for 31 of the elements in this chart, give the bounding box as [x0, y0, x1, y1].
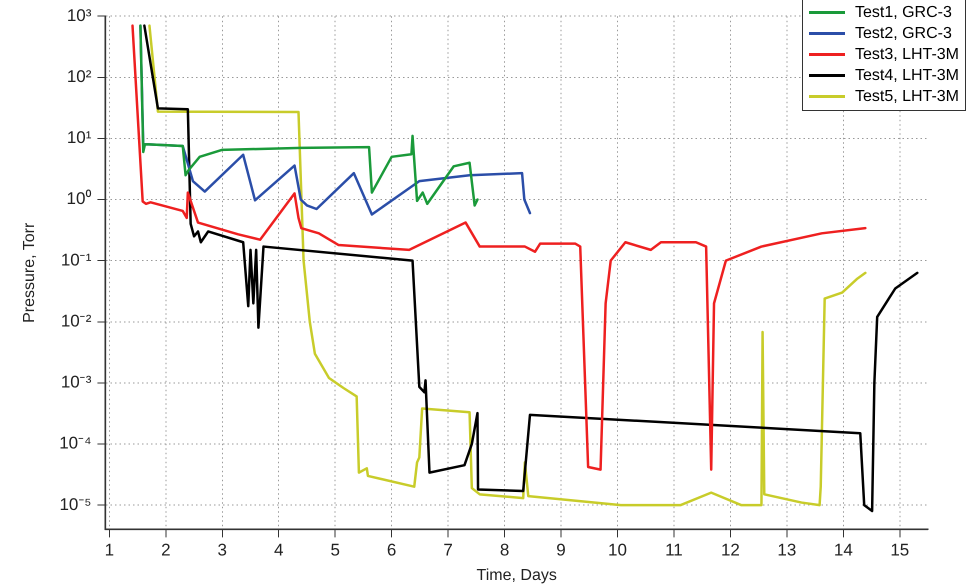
- x-tick-label: 4: [274, 540, 284, 560]
- x-tick-label: 3: [218, 540, 228, 560]
- y-tick-label: 10⁻⁴: [59, 434, 92, 453]
- x-tick-label: 5: [330, 540, 340, 560]
- x-tick-label: 1: [104, 540, 114, 560]
- x-tick-label: 15: [890, 540, 910, 560]
- legend-label: Test5, LHT-3M: [854, 87, 959, 108]
- y-tick-label: 10²: [66, 67, 92, 86]
- y-tick-label: 10⁻⁵: [59, 494, 92, 514]
- legend-label: Test1, GRC-3: [854, 3, 952, 24]
- x-tick-label: 14: [834, 540, 853, 560]
- y-tick-label: 10⁰: [66, 189, 92, 208]
- x-tick-label: 9: [556, 540, 566, 560]
- x-tick-label: 12: [720, 540, 740, 560]
- x-tick-label: 6: [386, 540, 396, 560]
- x-tick-label: 7: [443, 540, 453, 560]
- x-tick-label: 11: [665, 540, 683, 560]
- y-tick-label: 10³: [66, 6, 92, 25]
- y-tick-label: 10⁻³: [60, 372, 92, 392]
- legend-label: Test2, GRC-3: [854, 24, 952, 44]
- x-tick-label: 10: [608, 540, 627, 560]
- x-axis-title: Time, Days: [476, 566, 557, 584]
- legend-label: Test3, LHT-3M: [854, 45, 959, 66]
- y-tick-label: 10⁻¹: [60, 250, 92, 270]
- y-tick-label: 10¹: [66, 128, 92, 148]
- legend-label: Test4, LHT-3M: [854, 66, 959, 86]
- y-axis-title: Pressure, Torr: [21, 222, 38, 323]
- y-tick-label: 10⁻²: [60, 311, 92, 330]
- x-tick-label: 8: [500, 540, 510, 560]
- x-tick-label: 13: [777, 540, 796, 560]
- x-tick-label: 2: [161, 540, 171, 560]
